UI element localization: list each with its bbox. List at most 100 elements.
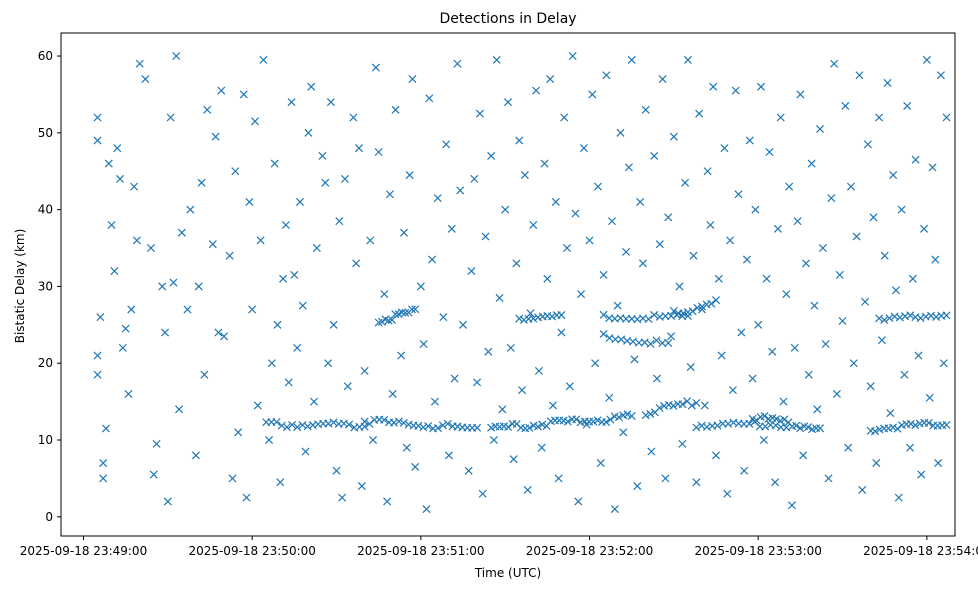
detection-marker xyxy=(152,439,161,448)
detection-marker xyxy=(411,305,420,314)
detection-marker xyxy=(127,305,136,314)
detection-marker xyxy=(871,427,880,436)
detection-marker xyxy=(687,401,696,410)
detection-marker xyxy=(875,113,884,122)
detection-marker xyxy=(872,459,881,468)
detection-marker xyxy=(228,474,237,483)
detection-marker xyxy=(768,347,777,356)
detection-marker xyxy=(172,52,181,61)
detection-marker xyxy=(160,328,170,337)
detection-marker xyxy=(282,423,291,432)
detection-marker xyxy=(231,167,240,176)
detection-marker xyxy=(560,113,569,122)
detection-marker xyxy=(692,398,701,408)
detection-marker xyxy=(504,422,513,432)
detection-marker xyxy=(646,409,655,419)
detection-marker xyxy=(858,485,867,494)
detection-marker xyxy=(611,335,620,344)
detection-marker xyxy=(686,363,695,372)
detection-marker xyxy=(149,470,158,479)
detection-marker xyxy=(203,105,212,114)
detection-marker xyxy=(383,497,392,506)
detection-marker xyxy=(792,421,801,430)
detection-marker xyxy=(596,459,605,468)
detection-marker xyxy=(807,159,816,168)
detection-marker xyxy=(371,63,380,72)
detection-marker xyxy=(880,251,889,260)
detection-marker xyxy=(525,423,534,432)
detection-marker xyxy=(557,328,566,337)
detection-marker xyxy=(877,336,886,345)
detection-marker xyxy=(425,94,434,103)
detection-marker xyxy=(712,296,721,305)
detection-marker xyxy=(863,140,872,149)
detection-marker xyxy=(661,474,670,483)
detection-marker xyxy=(622,247,631,256)
detection-marker xyxy=(816,424,825,433)
detection-marker xyxy=(309,397,319,406)
detection-marker xyxy=(689,251,698,260)
detection-marker xyxy=(693,303,702,312)
detection-marker xyxy=(790,343,799,352)
detection-marker xyxy=(889,171,898,180)
detection-marker xyxy=(695,109,704,118)
detection-marker xyxy=(745,419,754,428)
detection-marker xyxy=(399,228,409,237)
detection-marker xyxy=(697,302,707,311)
detection-marker xyxy=(456,186,465,195)
detection-marker xyxy=(532,86,541,95)
detection-marker xyxy=(934,459,943,468)
detection-marker xyxy=(605,393,614,402)
detection-marker xyxy=(250,117,260,126)
detection-marker xyxy=(259,55,268,64)
detection-marker xyxy=(772,414,781,424)
detection-marker xyxy=(444,451,453,460)
detection-marker xyxy=(630,355,639,364)
detection-marker xyxy=(669,306,678,315)
detection-marker xyxy=(340,174,349,183)
detection-marker xyxy=(565,382,574,391)
detection-marker xyxy=(922,55,931,64)
detection-marker xyxy=(920,224,929,233)
detection-marker xyxy=(519,315,528,324)
detection-marker xyxy=(754,320,763,329)
detection-marker xyxy=(610,505,619,514)
detection-marker xyxy=(242,493,251,502)
detection-marker xyxy=(810,301,819,310)
detection-marker xyxy=(335,217,344,226)
x-tick-label: 2025-09-18 23:52:00 xyxy=(526,544,653,558)
detection-marker xyxy=(529,314,538,323)
detection-marker xyxy=(745,136,754,145)
detection-marker xyxy=(563,243,572,253)
detection-marker xyxy=(572,415,581,424)
detection-marker xyxy=(324,359,333,368)
detection-marker xyxy=(546,75,555,84)
detection-marker xyxy=(414,421,423,430)
detection-marker xyxy=(619,428,628,437)
detection-marker xyxy=(399,418,408,427)
detection-marker xyxy=(866,382,875,391)
detection-marker xyxy=(888,423,898,432)
detection-marker xyxy=(765,148,774,157)
detection-marker xyxy=(293,343,302,352)
detection-marker xyxy=(422,505,431,514)
detection-marker xyxy=(470,174,479,183)
detection-marker xyxy=(391,105,400,114)
detection-marker xyxy=(942,311,951,320)
detection-marker xyxy=(799,451,808,460)
detection-marker xyxy=(538,420,547,429)
detection-marker xyxy=(759,435,768,445)
detection-marker xyxy=(548,312,557,321)
detection-marker xyxy=(782,290,791,299)
detection-marker xyxy=(861,297,870,306)
detection-marker xyxy=(380,290,389,299)
detection-marker xyxy=(93,351,102,360)
detection-marker xyxy=(606,415,615,424)
detection-marker xyxy=(679,309,688,318)
detection-marker xyxy=(166,113,175,122)
detection-marker xyxy=(389,418,398,427)
detection-marker xyxy=(667,332,676,341)
detection-marker xyxy=(804,370,813,379)
detection-marker xyxy=(787,501,796,510)
detection-marker xyxy=(571,209,580,218)
